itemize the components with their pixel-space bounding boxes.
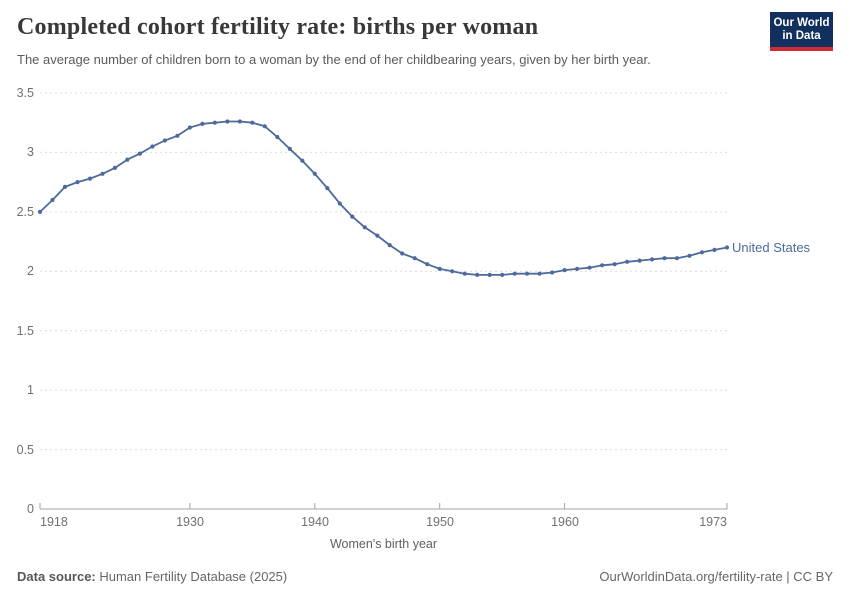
chart-title: Completed cohort fertility rate: births … [17,14,539,40]
data-point[interactable] [187,125,192,130]
data-point[interactable] [587,265,592,270]
data-point[interactable] [62,184,68,189]
data-point[interactable] [724,245,730,250]
data-point[interactable] [575,266,580,271]
data-point[interactable] [225,119,230,124]
data-point[interactable] [562,268,567,273]
data-point[interactable] [75,180,80,185]
data-point[interactable] [637,258,642,263]
data-point[interactable] [275,134,280,140]
data-point[interactable] [262,124,267,129]
data-point[interactable] [237,119,242,124]
owid-logo-line1: Our World [773,17,830,29]
data-point[interactable] [500,272,505,277]
y-tick-label: 1.5 [16,324,34,338]
data-point[interactable] [100,171,105,176]
x-tick-label: 1960 [551,515,579,529]
data-point[interactable] [150,144,155,149]
data-point[interactable] [212,120,217,125]
data-point[interactable] [525,271,530,276]
data-point[interactable] [412,256,417,261]
data-point[interactable] [137,151,142,156]
y-tick-label: 2 [27,264,34,278]
data-source[interactable]: Data source: Human Fertility Database (2… [17,569,287,584]
x-tick-label: 1930 [176,515,204,529]
y-tick-label: 3 [27,145,34,159]
y-tick-label: 1 [27,383,34,397]
data-point[interactable] [375,233,380,238]
data-point[interactable] [425,262,430,267]
data-point[interactable] [325,186,330,191]
y-tick-label: 0.5 [16,443,34,457]
data-point[interactable] [300,158,305,163]
y-tick-label: 0 [27,502,34,516]
data-point[interactable] [37,209,43,214]
data-point[interactable] [650,257,655,262]
data-point[interactable] [312,171,317,176]
footer-link[interactable]: OurWorldinData.org/fertility-rate | CC B… [599,569,833,584]
data-source-value: Human Fertility Database (2025) [95,569,288,584]
data-point[interactable] [712,247,717,252]
x-tick-label: 1950 [426,515,454,529]
data-point[interactable] [612,262,617,267]
data-point[interactable] [125,157,130,162]
series-line [39,120,728,276]
x-axis-title: Women's birth year [329,537,438,551]
data-point[interactable] [400,251,405,256]
data-point[interactable] [475,272,480,277]
data-point[interactable] [437,266,442,271]
data-point[interactable] [550,270,555,275]
data-point[interactable] [350,214,355,219]
data-point[interactable] [250,120,255,125]
owid-logo-line2: in Data [782,30,821,42]
data-point[interactable] [662,256,667,261]
data-point[interactable] [337,201,342,206]
data-point[interactable] [687,253,692,258]
data-point[interactable] [200,121,205,126]
data-point[interactable] [537,271,542,276]
data-point[interactable] [50,197,55,203]
data-point[interactable] [175,133,180,138]
owid-logo[interactable]: Our World in Data [770,12,833,51]
x-tick-label: 1940 [301,515,329,529]
y-tick-label: 3.5 [16,86,34,100]
y-tick-label: 2.5 [16,205,34,219]
data-point[interactable] [487,272,492,277]
data-point[interactable] [462,271,467,276]
series-label-united-states: United States [732,240,811,255]
data-point[interactable] [625,259,630,264]
data-point[interactable] [512,271,517,276]
data-source-label: Data source: [17,569,96,584]
x-tick-label: 1918 [40,515,68,529]
data-point[interactable] [450,269,455,274]
chart-subtitle: The average number of children born to a… [17,52,651,67]
data-point[interactable] [699,250,705,255]
data-point[interactable] [287,146,292,151]
data-point[interactable] [162,138,167,143]
data-point[interactable] [600,263,605,268]
data-point[interactable] [362,225,367,230]
data-point[interactable] [387,243,392,248]
data-point[interactable] [674,256,680,261]
data-point[interactable] [112,165,117,170]
x-tick-label: 1973 [699,515,727,529]
data-point[interactable] [87,176,93,181]
